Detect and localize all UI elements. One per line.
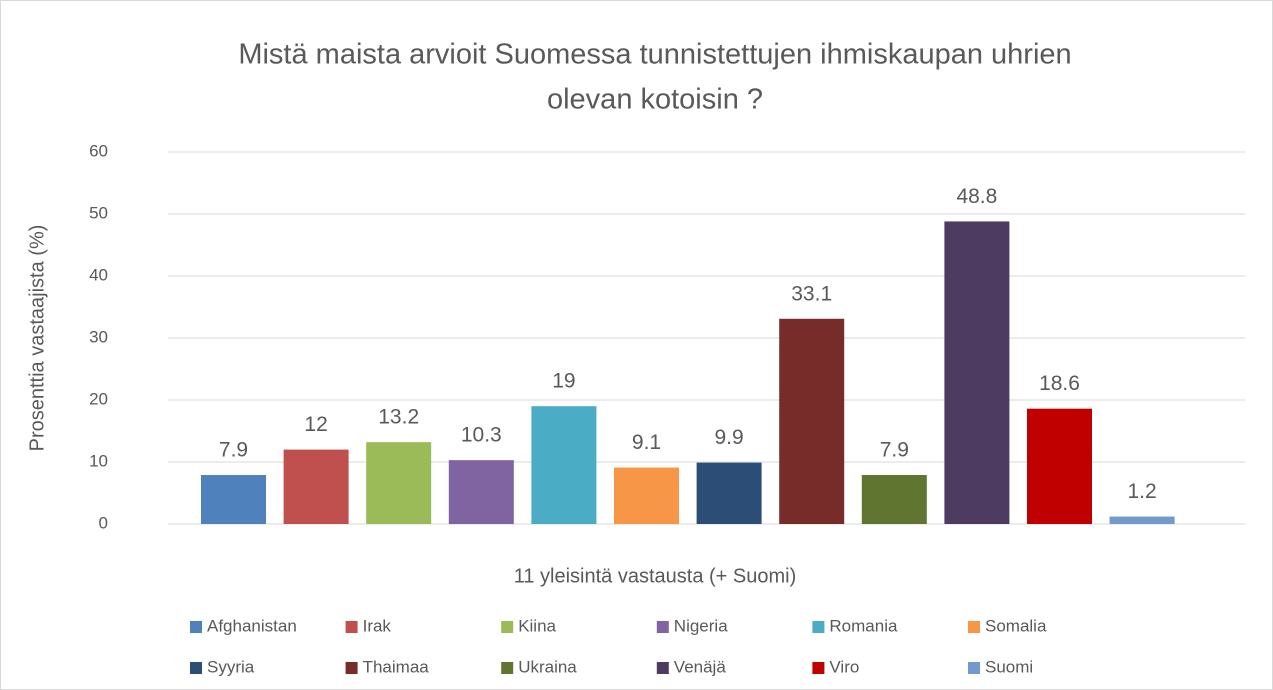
bar (366, 442, 432, 524)
value-label: 19 (552, 370, 575, 393)
legend-swatch (656, 621, 669, 633)
y-tick-label: 50 (89, 203, 108, 222)
bar (861, 475, 927, 524)
legend-swatch (501, 662, 514, 674)
value-label: 13.2 (378, 406, 419, 429)
bar (1109, 516, 1175, 524)
y-tick-label: 60 (89, 141, 108, 160)
legend-swatch (968, 662, 980, 674)
legend-label: Afghanistan (207, 616, 297, 635)
bar (531, 406, 597, 524)
bar (201, 475, 266, 524)
legend-swatch (190, 662, 202, 674)
value-label: 10.3 (461, 424, 502, 447)
bar (696, 462, 762, 524)
legend-swatch (812, 662, 825, 674)
value-label: 1.2 (1127, 480, 1156, 503)
legend-label: Thaimaa (363, 657, 430, 676)
legend-label: Somalia (985, 616, 1047, 635)
value-label: 12 (304, 413, 327, 436)
y-tick-label: 20 (89, 389, 108, 408)
bar (1027, 408, 1092, 524)
legend-swatch (190, 621, 202, 633)
chart-title: olevan kotoisin ? (547, 84, 763, 116)
value-label: 7.9 (880, 439, 909, 462)
chart-title: Mistä maista arvioit Suomessa tunnistett… (238, 39, 1071, 71)
value-label: 7.9 (219, 439, 248, 462)
legend-label: Kiina (518, 616, 556, 635)
legend-label: Venäjä (674, 657, 727, 676)
bar (448, 460, 514, 524)
y-tick-label: 40 (89, 265, 108, 284)
value-label: 9.1 (632, 431, 661, 454)
y-axis-label: Prosenttia vastaajista (%) (26, 225, 48, 452)
legend-label: Nigeria (674, 616, 728, 635)
bar (283, 449, 349, 524)
legend-swatch (656, 662, 669, 674)
legend-label: Irak (363, 616, 392, 635)
x-axis-label: 11 yleisintä vastausta (+ Suomi) (514, 565, 797, 587)
legend-label: Romania (829, 616, 898, 635)
legend-label: Ukraina (518, 657, 577, 676)
legend-swatch (968, 621, 980, 633)
bar (944, 221, 1010, 524)
legend-swatch (345, 621, 358, 633)
value-label: 9.9 (714, 426, 743, 449)
legend-swatch (501, 621, 514, 633)
legend-label: Suomi (985, 657, 1033, 676)
bar (614, 467, 679, 524)
legend-label: Syyria (207, 657, 255, 676)
bar (779, 318, 845, 524)
value-label: 18.6 (1039, 372, 1080, 395)
y-tick-label: 30 (89, 327, 108, 346)
legend-swatch (345, 662, 358, 674)
value-label: 33.1 (791, 282, 832, 305)
legend-swatch (812, 621, 825, 633)
y-tick-label: 10 (89, 451, 108, 470)
y-tick-label: 0 (99, 513, 108, 532)
legend-label: Viro (829, 657, 859, 676)
value-label: 48.8 (956, 185, 997, 208)
